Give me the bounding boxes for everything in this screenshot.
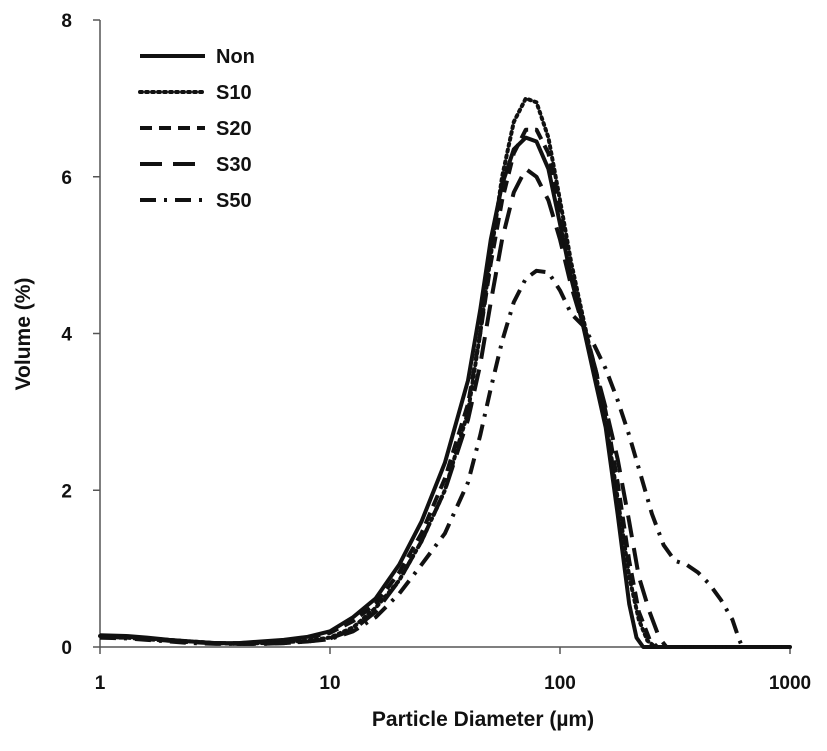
legend-label: S50 — [216, 190, 252, 212]
legend-item-s20: S20 — [140, 118, 252, 140]
plot-area — [100, 20, 790, 647]
legend-item-s30: S30 — [140, 154, 252, 176]
axis-ticks: 1 10 100 1000 0 2 4 6 8 — [61, 11, 811, 694]
series-line-s20 — [100, 127, 790, 649]
series-line-s30 — [99, 166, 790, 649]
legend: Non S10 S20 S30 S50 — [138, 46, 255, 212]
legend-item-s50: S50 — [140, 190, 252, 212]
y-tick-label: 2 — [61, 481, 72, 502]
legend-label: Non — [216, 46, 255, 68]
x-tick-label: 1 — [95, 673, 106, 694]
y-tick-label: 0 — [61, 638, 72, 659]
legend-label: S20 — [216, 118, 252, 140]
x-axis-title: Particle Diameter (µm) — [372, 708, 594, 731]
x-tick-label: 1000 — [769, 673, 811, 694]
series-layer — [98, 96, 792, 649]
y-axis-title: Volume (%) — [12, 278, 35, 391]
legend-label: S10 — [216, 82, 252, 104]
y-tick-label: 4 — [61, 325, 72, 346]
legend-label: S30 — [216, 154, 252, 176]
y-tick-label: 6 — [61, 168, 72, 189]
x-tick-label: 10 — [319, 673, 340, 694]
y-tick-label: 8 — [61, 11, 72, 32]
legend-item-s10: S10 — [138, 82, 252, 104]
x-tick-label: 100 — [544, 673, 576, 694]
legend-item-non: Non — [140, 46, 255, 68]
